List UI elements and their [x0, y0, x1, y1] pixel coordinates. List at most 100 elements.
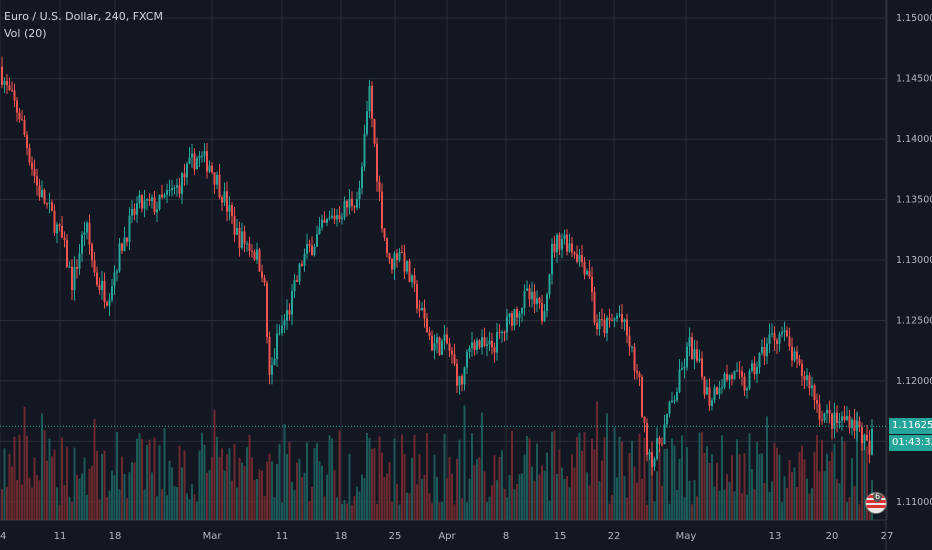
candle-body	[518, 313, 521, 318]
volume-bar	[413, 434, 416, 520]
candle-body	[338, 215, 341, 219]
candle-body	[498, 332, 501, 334]
candle-body	[753, 363, 756, 375]
volume-bar	[416, 484, 418, 520]
volume-bar	[491, 485, 493, 520]
candle-body	[276, 333, 278, 360]
candle-body	[761, 346, 763, 353]
volume-bar	[713, 486, 716, 520]
candle-body	[126, 237, 128, 242]
candle-body	[161, 194, 163, 198]
candle-body	[421, 307, 423, 311]
candle-body	[48, 202, 51, 204]
candle-body	[671, 400, 673, 403]
candle-body	[136, 203, 138, 215]
candle-body	[583, 262, 586, 275]
volume-bar	[203, 444, 206, 520]
volume-bar	[131, 462, 133, 520]
candle-body	[541, 302, 543, 322]
candle-body	[358, 188, 361, 200]
candle-body	[521, 307, 523, 314]
volume-bar	[443, 434, 446, 520]
volume-bar	[768, 491, 771, 520]
volume-bar	[8, 453, 11, 520]
volume-bar	[701, 431, 703, 520]
volume-bar	[221, 448, 223, 520]
volume-bar	[263, 495, 266, 520]
volume-bar	[321, 465, 323, 520]
candle-body	[598, 319, 601, 330]
volume-bar	[176, 487, 178, 520]
candle-body	[263, 277, 266, 283]
candle-body	[723, 373, 726, 388]
candle-body	[351, 198, 353, 206]
candle-body	[733, 370, 736, 379]
candle-body	[478, 340, 481, 348]
time-axis-tick: 11	[276, 531, 289, 542]
economic-event-icon[interactable]: 6	[865, 492, 887, 514]
volume-bar	[348, 453, 351, 520]
volume-bar	[518, 474, 521, 520]
volume-bar	[96, 450, 98, 520]
volume-bar	[298, 458, 301, 520]
volume-bar	[651, 451, 653, 520]
volume-bar	[368, 437, 371, 520]
volume-bar	[161, 489, 163, 520]
volume-bar	[411, 457, 413, 520]
volume-bar	[128, 472, 131, 520]
price-axis-tick: 1.12500	[896, 315, 932, 326]
volume-bars	[1, 401, 873, 520]
volume-bar	[566, 476, 568, 520]
volume-bar	[813, 451, 816, 520]
volume-bar	[421, 479, 423, 520]
candle-body	[453, 354, 456, 364]
volume-bar	[366, 432, 368, 520]
volume-bar	[376, 504, 378, 520]
candle-body	[88, 222, 91, 245]
candle-body	[663, 424, 666, 445]
volume-bar	[433, 454, 436, 520]
volume-bar	[268, 453, 271, 520]
candle-body	[856, 420, 858, 431]
volume-bar	[28, 477, 31, 520]
candle-body	[256, 249, 258, 260]
volume-bar	[466, 502, 468, 520]
volume-bar	[273, 497, 276, 520]
candle-body	[138, 194, 141, 204]
candle-body	[308, 244, 311, 246]
candle-body	[803, 376, 806, 380]
volume-bar	[31, 487, 33, 520]
volume-bar	[803, 459, 806, 520]
candle-body	[553, 243, 556, 253]
candle-body	[356, 199, 358, 208]
candle-body	[228, 205, 231, 212]
volume-bar	[826, 453, 828, 520]
volume-bar	[11, 466, 13, 520]
volume-bar	[863, 440, 866, 520]
volume-bar	[406, 492, 408, 520]
candle-body	[741, 371, 743, 377]
candle-body	[603, 319, 606, 334]
candle-body	[193, 153, 196, 170]
candle-body	[73, 267, 76, 291]
candle-body	[538, 298, 541, 303]
event-count-badge: 6	[873, 492, 882, 502]
candle-body	[868, 440, 871, 455]
candle-body	[748, 371, 751, 389]
volume-bar	[66, 447, 68, 520]
candle-body	[211, 165, 213, 173]
candle-body	[871, 428, 873, 455]
volume-bar	[38, 480, 41, 520]
candle-body	[336, 215, 338, 220]
candle-body	[203, 151, 206, 156]
candle-body	[291, 291, 293, 315]
candle-body	[826, 409, 828, 414]
candle-body	[271, 365, 273, 375]
candle-body	[111, 286, 113, 300]
volume-bar	[118, 489, 121, 520]
volume-bar	[586, 472, 588, 520]
volume-bar	[113, 475, 116, 520]
candle-body	[283, 320, 286, 326]
